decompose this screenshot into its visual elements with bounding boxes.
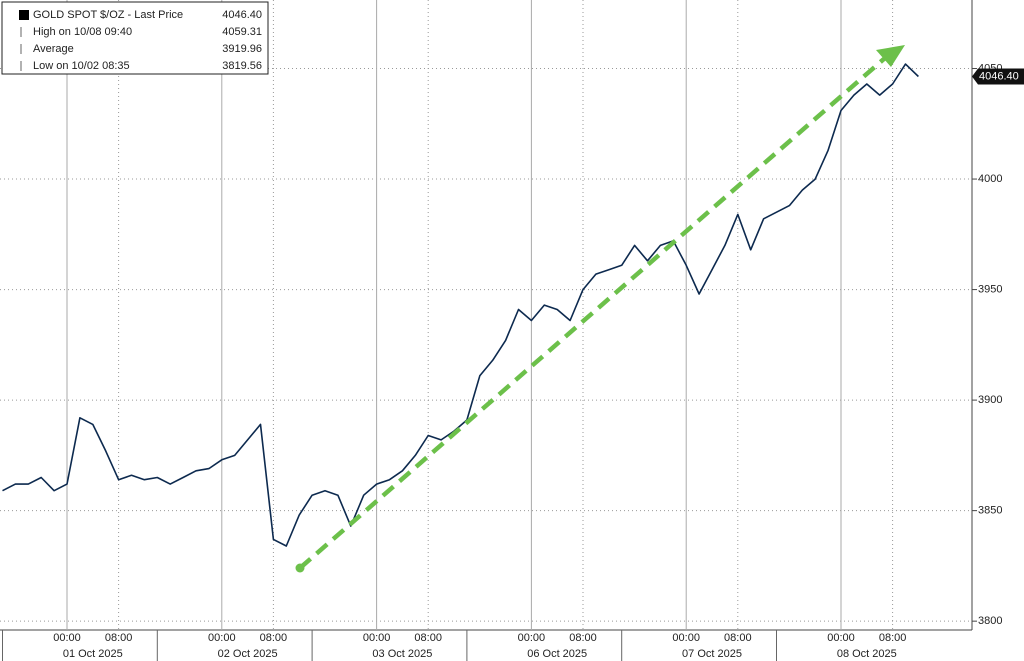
y-tick-label: 4000 [978,173,1002,185]
x-tick-label: 08:00 [724,632,752,644]
y-tick-label: 3950 [978,283,1002,295]
legend-label: Average [33,43,74,55]
x-group-label: 07 Oct 2025 [682,648,742,660]
trend-arrow [298,56,887,570]
y-tick-label: 3900 [978,394,1002,406]
x-tick-label: 08:00 [414,632,442,644]
x-group-label: 06 Oct 2025 [527,648,587,660]
trend-arrowhead [876,45,905,67]
price-tag [972,68,1024,85]
legend-value: 4059.31 [222,26,262,38]
x-tick-label: 00:00 [672,632,700,644]
legend-label: GOLD SPOT $/OZ - Last Price [33,9,183,21]
x-tick-label: 08:00 [569,632,597,644]
y-tick-label: 3800 [978,615,1002,627]
x-group-label: 02 Oct 2025 [218,648,278,660]
x-tick-label: 08:00 [879,632,907,644]
legend-label: High on 10/08 09:40 [33,26,132,38]
x-tick-label: 08:00 [260,632,288,644]
price-tag-label: 4046.40 [979,70,1019,82]
x-group-label: 08 Oct 2025 [837,648,897,660]
x-tick-label: 00:00 [208,632,236,644]
trend-start [295,563,305,573]
legend-value: 4046.40 [222,9,262,21]
x-tick-label: 08:00 [105,632,133,644]
x-group-label: 03 Oct 2025 [372,648,432,660]
legend-value: 3819.56 [222,60,262,72]
y-tick-label: 3850 [978,505,1002,517]
price-line [2,63,919,547]
x-tick-label: 00:00 [53,632,81,644]
x-tick-label: 00:00 [363,632,391,644]
legend-value: 3919.96 [222,43,262,55]
x-group-label: 01 Oct 2025 [63,648,123,660]
legend-swatch [19,10,29,20]
legend-box [1,1,269,75]
x-tick-label: 00:00 [518,632,546,644]
x-tick-label: 00:00 [827,632,855,644]
legend-label: Low on 10/02 08:35 [33,60,130,72]
